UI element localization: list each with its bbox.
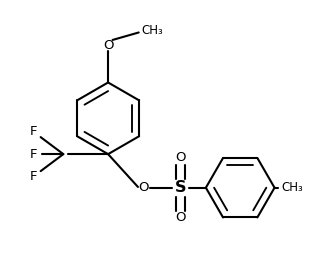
Text: O: O xyxy=(103,39,113,52)
Text: O: O xyxy=(175,211,186,224)
Text: CH₃: CH₃ xyxy=(141,24,163,37)
Text: O: O xyxy=(138,181,148,194)
Text: CH₃: CH₃ xyxy=(281,181,303,194)
Text: O: O xyxy=(175,151,186,164)
Text: F: F xyxy=(30,148,37,161)
Text: S: S xyxy=(175,180,186,195)
Text: F: F xyxy=(30,125,37,138)
Text: F: F xyxy=(30,170,37,183)
